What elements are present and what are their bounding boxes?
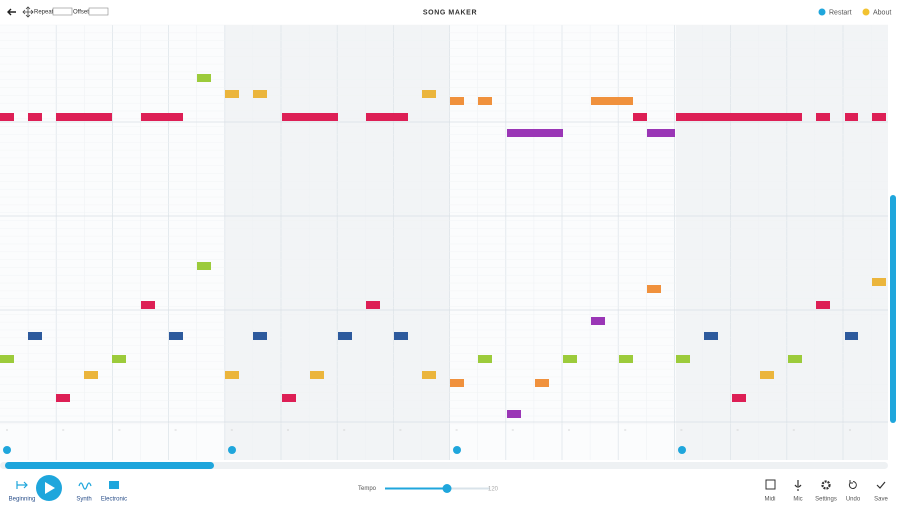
note[interactable] <box>282 394 296 402</box>
note[interactable] <box>478 97 492 105</box>
repeat-input[interactable] <box>52 7 73 16</box>
v-scrollbar[interactable] <box>890 195 896 423</box>
note[interactable] <box>845 113 858 121</box>
note[interactable] <box>619 355 633 363</box>
undo-icon[interactable] <box>848 480 857 489</box>
h-scroll-track <box>0 462 888 469</box>
about-icon[interactable] <box>862 8 870 16</box>
settings-button[interactable]: Settings <box>815 497 837 503</box>
note[interactable] <box>56 394 70 402</box>
note[interactable] <box>197 262 211 270</box>
note[interactable] <box>56 113 112 121</box>
note[interactable] <box>338 332 352 340</box>
note[interactable] <box>450 97 464 105</box>
electronic-icon[interactable] <box>109 481 119 489</box>
back-button[interactable] <box>7 8 16 16</box>
note[interactable] <box>591 317 605 325</box>
note[interactable] <box>422 90 436 98</box>
note[interactable] <box>732 394 746 402</box>
note[interactable] <box>141 301 155 309</box>
midi-icon[interactable] <box>765 479 776 490</box>
note[interactable] <box>788 355 802 363</box>
offset-label: Offset <box>73 10 89 16</box>
header: Repeat Offset SONG MAKER Restart About <box>7 6 891 18</box>
note[interactable] <box>366 301 380 309</box>
play-icon <box>45 482 55 494</box>
synth-button[interactable]: Synth <box>76 497 91 503</box>
midi-button[interactable]: Midi <box>764 497 775 503</box>
note[interactable] <box>704 332 718 340</box>
note[interactable] <box>760 371 774 379</box>
note[interactable] <box>84 371 98 379</box>
note[interactable] <box>28 113 42 121</box>
percussion <box>3 446 686 454</box>
tempo-label: Tempo <box>358 486 377 492</box>
save-icon[interactable] <box>876 481 886 489</box>
note[interactable] <box>872 113 886 121</box>
note[interactable] <box>253 90 267 98</box>
note[interactable] <box>169 332 183 340</box>
note[interactable] <box>676 355 690 363</box>
note[interactable] <box>535 379 549 387</box>
note[interactable] <box>478 355 492 363</box>
note[interactable] <box>422 371 436 379</box>
percussion-note[interactable] <box>3 446 11 454</box>
note[interactable] <box>394 332 408 340</box>
mic-button[interactable]: Mic <box>793 497 802 503</box>
note[interactable] <box>366 113 408 121</box>
note[interactable] <box>310 371 324 379</box>
note[interactable] <box>507 129 563 137</box>
save-button[interactable]: Save <box>874 497 888 503</box>
notes <box>0 74 886 418</box>
note[interactable] <box>0 355 14 363</box>
beginning-button[interactable]: Beginning <box>9 497 36 503</box>
note[interactable] <box>816 113 830 121</box>
percussion-note[interactable] <box>453 446 461 454</box>
repeat-label: Repeat <box>34 10 54 16</box>
note[interactable] <box>507 410 521 418</box>
note[interactable] <box>647 129 675 137</box>
mic-icon[interactable] <box>794 480 802 491</box>
note[interactable] <box>676 113 802 121</box>
note[interactable] <box>591 97 633 105</box>
note[interactable] <box>225 90 239 98</box>
note[interactable] <box>450 379 464 387</box>
note[interactable] <box>197 74 211 82</box>
percussion-note[interactable] <box>228 446 236 454</box>
tempo-fill <box>385 487 447 490</box>
h-scrollbar[interactable] <box>5 462 214 469</box>
about-button[interactable]: About <box>873 9 891 16</box>
note[interactable] <box>647 285 661 293</box>
note[interactable] <box>225 371 239 379</box>
bar-shade <box>676 25 888 460</box>
tempo-value: 120 <box>488 487 499 493</box>
note[interactable] <box>28 332 42 340</box>
offset-input[interactable] <box>88 7 109 16</box>
note[interactable] <box>282 113 338 121</box>
note[interactable] <box>816 301 830 309</box>
move-icon[interactable] <box>22 6 34 18</box>
app-title: SONG MAKER <box>423 9 477 16</box>
note[interactable] <box>845 332 858 340</box>
undo-button[interactable]: Undo <box>846 497 861 503</box>
beginning-icon[interactable] <box>16 481 28 489</box>
note[interactable] <box>253 332 267 340</box>
note-grid[interactable] <box>0 24 888 460</box>
note[interactable] <box>563 355 577 363</box>
note[interactable] <box>0 113 14 121</box>
electronic-button[interactable]: Electronic <box>101 497 127 503</box>
note[interactable] <box>872 278 886 286</box>
settings-icon[interactable] <box>821 480 831 490</box>
note[interactable] <box>112 355 126 363</box>
note[interactable] <box>141 113 183 121</box>
restart-icon[interactable] <box>818 8 826 16</box>
percussion-note[interactable] <box>678 446 686 454</box>
synth-icon[interactable] <box>78 482 92 490</box>
restart-button[interactable]: Restart <box>829 9 852 16</box>
note[interactable] <box>633 113 647 121</box>
footer: Beginning Synth Electronic Tempo 120 Mid… <box>9 475 888 503</box>
tempo-slider[interactable] <box>442 484 452 493</box>
